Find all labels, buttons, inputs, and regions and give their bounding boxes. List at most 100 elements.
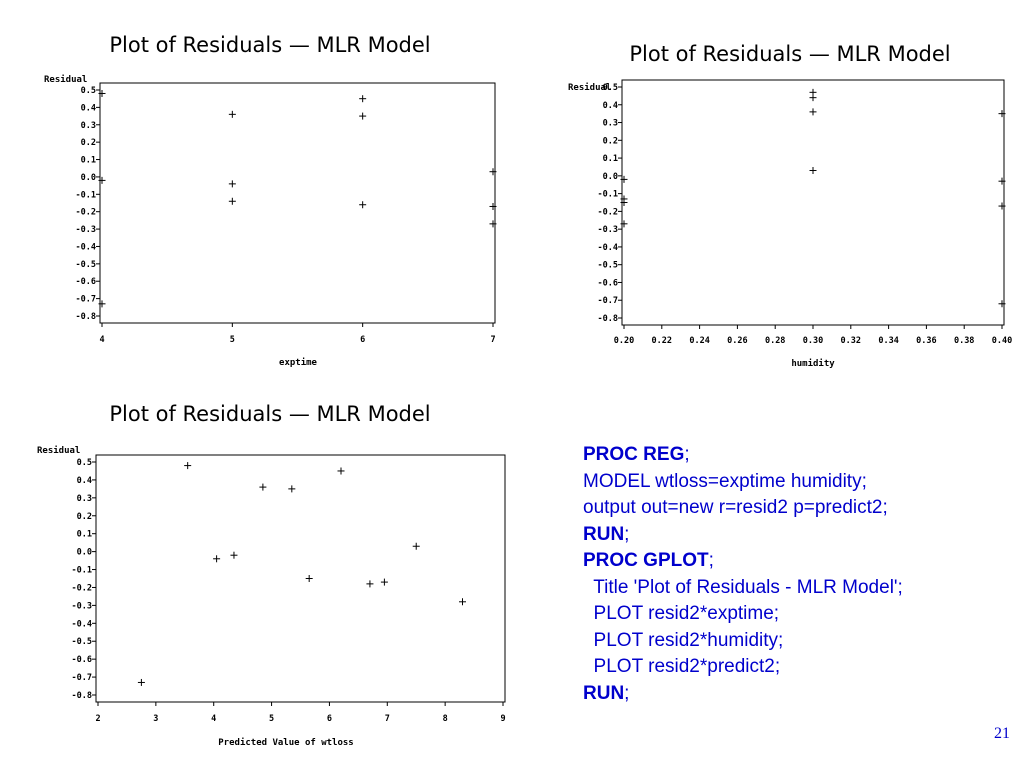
y-tick-label: -0.7 [72,673,92,683]
data-point [359,201,367,209]
x-tick-label: 0.40 [992,336,1012,346]
data-point [809,94,817,102]
data-point [459,598,466,606]
x-tick-label: 0.30 [803,336,823,346]
x-tick-label: 0.26 [727,336,747,346]
code-text: output out=new r=resid2 p=predict2; [583,497,888,518]
y-tick-label: 0.4 [603,101,618,111]
y-tick-label: -0.2 [76,208,96,218]
x-tick-label: 0.24 [689,336,709,346]
x-tick-label: 0.22 [652,336,672,346]
data-point [259,483,267,491]
y-tick-label: -0.6 [598,278,618,288]
code-keyword: RUN [583,523,625,545]
y-tick-label: 0.1 [81,156,96,166]
y-tick-label: -0.4 [76,242,96,252]
data-point [137,678,145,686]
y-tick-label: -0.8 [76,312,96,322]
data-point [489,202,497,210]
x-tick-label: 9 [500,714,505,724]
code-line: RUN; [583,522,903,549]
y-tick-label: -0.2 [598,207,618,217]
data-point [98,89,106,97]
data-point [184,462,192,470]
y-tick-label: 0.0 [603,172,618,182]
plot-frame [621,79,1005,326]
data-point [489,220,497,228]
x-tick-label: 7 [385,714,390,724]
code-line: PLOT resid2*predict2; [583,654,903,681]
data-point [412,542,420,550]
x-tick-label: 0.20 [614,336,634,346]
data-point [305,575,313,582]
y-tick-label: -0.5 [598,261,618,271]
data-point [998,300,1006,308]
x-tick-label: 4 [211,714,216,724]
y-tick-label: -0.5 [76,260,96,270]
data-point [98,300,106,308]
sas-code-block: PROC REG; MODEL wtloss=exptime humidity; o… [583,442,903,707]
y-tick-label: -0.1 [598,190,618,200]
y-tick-label: -0.8 [598,314,618,324]
slide-number: 21 [994,725,1010,742]
data-point [809,108,817,116]
data-point [228,180,236,188]
y-tick-label: -0.6 [72,655,92,665]
x-tick-label: 4 [99,335,104,345]
x-tick-label: 0.32 [841,336,861,346]
y-tick-label: -0.3 [72,601,92,611]
x-tick-label: 0.34 [878,336,898,346]
x-tick-label: 0.28 [765,336,785,346]
code-line: output out=new r=resid2 p=predict2; [583,495,903,522]
code-line: Title 'Plot of Residuals - MLR Model'; [583,575,903,602]
x-tick-label: 2 [95,714,100,724]
y-tick-label: -0.8 [72,691,92,701]
x-axis-label: exptime [279,357,318,368]
data-point [359,112,367,120]
code-text: Title 'Plot of Residuals - MLR Model'; [583,576,903,598]
x-tick-label: 6 [327,714,332,724]
data-point [228,110,236,118]
x-tick-label: 5 [269,714,274,724]
y-tick-label: 0.2 [77,512,92,522]
chart-2: Plot of Residuals — MLR Model Residual0.5… [568,42,1012,369]
data-point [998,202,1006,210]
y-tick-label: 0.3 [77,494,92,504]
x-tick-label: 6 [360,335,365,345]
data-point [230,551,238,559]
data-point [98,176,106,184]
y-tick-label: 0.3 [603,119,618,129]
code-text: PLOT resid2*exptime; [583,603,780,624]
chart-title: Plot of Residuals — MLR Model [629,42,950,66]
y-tick-label: 0.4 [81,103,96,113]
x-tick-label: 8 [443,714,448,724]
data-point [380,578,388,586]
y-tick-label: -0.4 [72,619,92,629]
data-point [489,168,497,176]
code-keyword: RUN [583,682,625,704]
y-tick-label: 0.1 [77,530,92,540]
y-tick-label: 0.3 [81,121,96,131]
data-point [620,199,628,206]
code-line: MODEL wtloss=exptime humidity; [583,469,903,496]
chart-title: Plot of Residuals — MLR Model [109,402,430,426]
x-tick-label: 0.38 [954,336,974,346]
data-point [288,485,296,493]
code-line: PROC GPLOT; [583,548,903,575]
x-tick-label: 0.36 [916,336,936,346]
y-tick-label: -0.7 [598,296,618,306]
data-point [620,175,628,183]
code-text: ; [624,682,630,704]
x-tick-label: 3 [153,714,158,724]
data-point [228,197,236,205]
y-axis-label: Residual [568,82,611,93]
y-tick-label: -0.1 [72,566,92,576]
code-line: PLOT resid2*humidity; [583,628,903,655]
y-axis-label: Residual [44,74,87,85]
data-point [809,167,817,175]
y-tick-label: -0.5 [72,637,92,647]
code-line: PROC REG; [583,442,903,469]
chart-title: Plot of Residuals — MLR Model [109,33,430,57]
data-point [366,580,374,588]
